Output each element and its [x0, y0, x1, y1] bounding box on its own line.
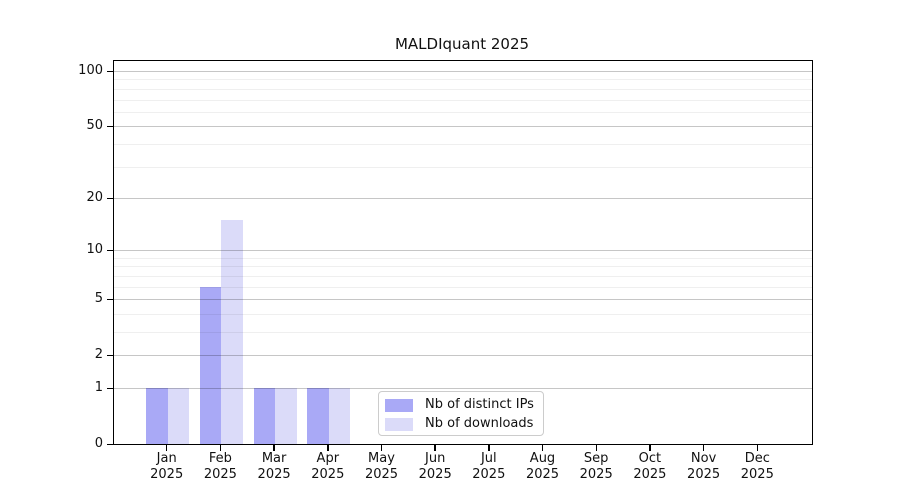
x-tick-apr — [327, 444, 329, 451]
gridline-major-1 — [114, 388, 812, 389]
gridline-minor-7 — [114, 275, 812, 277]
y-tick-label-2: 2 — [94, 347, 103, 363]
x-tick-oct — [649, 444, 651, 451]
y-tick-10 — [107, 249, 113, 252]
y-tick-1 — [107, 387, 113, 390]
x-tick-label-mar: Mar 2025 — [257, 451, 291, 482]
gridline-minor-70 — [114, 99, 812, 101]
x-tick-label-apr: Apr 2025 — [311, 451, 345, 482]
x-tick-nov — [702, 444, 705, 451]
x-tick-label-nov: Nov 2025 — [687, 451, 721, 482]
bar-apr-downloads — [328, 388, 351, 444]
gridline-minor-8 — [114, 266, 812, 268]
y-tick-50 — [107, 125, 113, 128]
legend-label-downloads: Nb of downloads — [425, 416, 534, 431]
legend-swatch-distinct-ips — [385, 398, 413, 412]
y-tick-label-1: 1 — [94, 380, 103, 395]
y-tick-100 — [107, 70, 113, 73]
y-tick-label-0: 0 — [94, 436, 103, 451]
gridline-major-10 — [114, 250, 812, 252]
legend-label-distinct-ips: Nb of distinct IPs — [425, 397, 534, 412]
chart-title: MALDIquant 2025 — [394, 35, 530, 53]
y-tick-label-20: 20 — [86, 189, 103, 205]
y-tick-20 — [107, 197, 113, 200]
plot-area — [113, 60, 813, 445]
x-tick-label-sep: Sep 2025 — [579, 451, 613, 482]
x-tick-sep — [595, 444, 597, 451]
legend-item-downloads: Nb of downloads — [385, 415, 543, 433]
gridline-minor-60 — [114, 111, 812, 113]
x-tick-jul — [488, 444, 490, 451]
bar-jan-distinct-ips — [146, 388, 168, 444]
gridline-minor-6 — [114, 286, 812, 288]
x-tick-label-feb: Feb 2025 — [203, 451, 237, 482]
x-tick-label-oct: Oct 2025 — [633, 451, 667, 482]
x-tick-may — [380, 444, 383, 451]
legend-swatch-downloads — [385, 417, 413, 431]
gridline-minor-30 — [114, 166, 812, 168]
y-tick-0 — [107, 443, 113, 446]
y-tick-label-50: 50 — [86, 118, 103, 134]
gridline-major-100 — [114, 71, 812, 72]
x-tick-label-aug: Aug 2025 — [525, 451, 560, 482]
legend: Nb of distinct IPs Nb of downloads — [378, 391, 544, 436]
bar-jan-downloads — [167, 388, 190, 444]
y-tick-label-100: 100 — [78, 63, 103, 78]
y-tick-label-10: 10 — [86, 242, 103, 258]
gridline-major-5 — [114, 299, 812, 301]
gridline-major-2 — [114, 355, 812, 357]
gridline-minor-4 — [114, 313, 812, 315]
gridline-minor-80 — [114, 88, 812, 90]
x-tick-label-dec: Dec 2025 — [740, 451, 774, 482]
x-tick-feb — [219, 444, 222, 451]
y-tick-5 — [107, 298, 113, 301]
legend-item-distinct-ips: Nb of distinct IPs — [385, 396, 543, 414]
gridline-minor-40 — [114, 143, 812, 145]
gridline-major-50 — [114, 126, 812, 128]
y-tick-2 — [107, 354, 113, 357]
gridline-minor-3 — [114, 332, 812, 333]
y-tick-label-5: 5 — [94, 291, 103, 307]
bar-feb-distinct-ips — [199, 286, 222, 444]
x-tick-mar — [273, 444, 275, 451]
x-tick-jan — [165, 444, 168, 451]
x-tick-label-jun: Jun 2025 — [418, 451, 452, 482]
gridline-minor-9 — [114, 257, 812, 259]
bar-mar-distinct-ips — [253, 388, 276, 444]
x-tick-label-may: May 2025 — [364, 451, 399, 482]
x-tick-jun — [434, 444, 436, 451]
x-tick-label-jul: Jul 2025 — [472, 451, 506, 482]
gridline-major-20 — [114, 197, 812, 199]
gridline-minor-90 — [114, 79, 812, 81]
x-tick-dec — [756, 444, 759, 451]
bar-mar-downloads — [275, 388, 297, 444]
x-tick-aug — [541, 444, 544, 451]
x-tick-label-jan: Jan 2025 — [150, 451, 184, 482]
bar-apr-distinct-ips — [307, 388, 329, 444]
